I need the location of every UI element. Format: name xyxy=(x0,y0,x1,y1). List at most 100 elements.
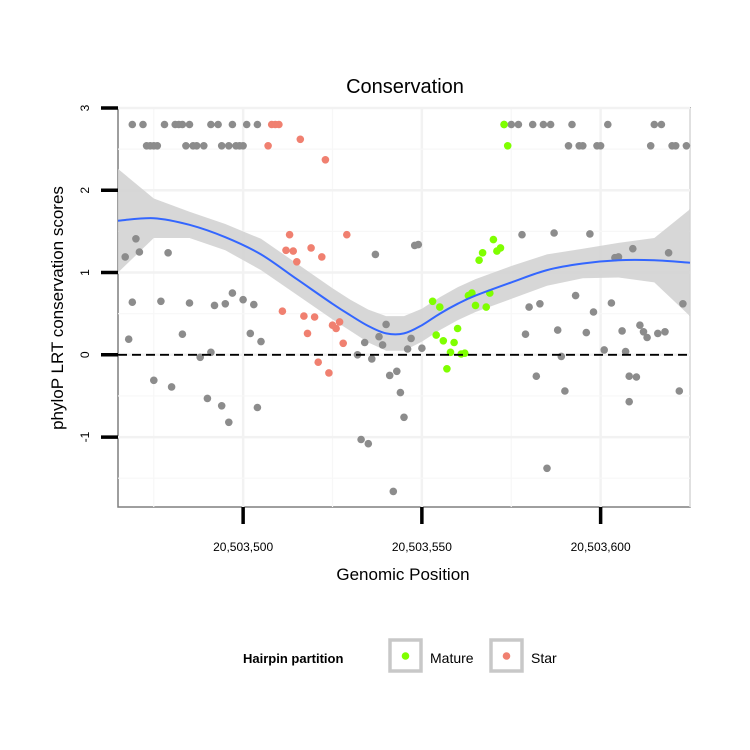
y-tick-label: -1 xyxy=(78,431,92,442)
point-other xyxy=(225,142,233,150)
point-other xyxy=(621,347,630,356)
point-other xyxy=(643,333,651,342)
point-mature xyxy=(482,303,491,311)
point-star xyxy=(303,329,312,338)
point-star xyxy=(282,246,290,255)
legend-title: Hairpin partition xyxy=(243,651,343,666)
point-mature xyxy=(489,235,498,244)
point-other xyxy=(164,249,172,257)
y-tick-label: 2 xyxy=(78,187,92,194)
point-other xyxy=(604,120,612,129)
point-other xyxy=(228,289,237,297)
point-star xyxy=(285,230,294,239)
point-star xyxy=(325,369,333,377)
point-other xyxy=(571,291,580,300)
point-star xyxy=(314,358,323,367)
point-other xyxy=(246,329,255,338)
point-star xyxy=(264,142,272,150)
legend-entry-mature: Mature xyxy=(388,638,474,673)
point-mature xyxy=(471,301,480,310)
point-other xyxy=(217,402,226,410)
point-other xyxy=(657,120,666,129)
y-tick-label: 1 xyxy=(78,269,92,276)
point-other xyxy=(650,120,659,129)
point-other xyxy=(589,308,598,316)
point-other xyxy=(393,367,401,376)
point-mature xyxy=(428,297,437,306)
point-mature xyxy=(496,244,505,252)
point-other xyxy=(418,344,426,353)
point-mature xyxy=(439,337,448,345)
y-tick-label: 0 xyxy=(78,351,92,358)
legend-key-point xyxy=(401,652,410,660)
point-other xyxy=(600,346,608,354)
point-star xyxy=(335,318,344,326)
point-other xyxy=(178,120,187,129)
point-other xyxy=(564,142,573,150)
plot-area xyxy=(117,106,691,508)
chart-title: Conservation xyxy=(346,76,464,98)
point-other xyxy=(550,229,558,237)
point-other xyxy=(239,295,247,304)
point-other xyxy=(389,487,398,496)
point-other xyxy=(543,464,551,473)
point-other xyxy=(539,120,548,129)
point-other xyxy=(636,321,644,330)
point-other xyxy=(579,142,587,150)
point-star xyxy=(332,324,340,333)
point-other xyxy=(646,142,655,150)
point-other xyxy=(671,142,680,150)
point-other xyxy=(153,142,162,150)
point-star xyxy=(293,258,301,266)
point-other xyxy=(150,376,158,385)
point-mature xyxy=(461,349,469,358)
point-other xyxy=(225,418,233,427)
point-other xyxy=(167,383,176,391)
legend: Hairpin partition Mature Star xyxy=(243,638,557,673)
data-points xyxy=(121,120,691,496)
point-other xyxy=(385,371,394,380)
point-other xyxy=(400,413,408,422)
point-other xyxy=(629,244,637,253)
point-other xyxy=(242,120,251,129)
point-other xyxy=(664,249,673,257)
point-other xyxy=(639,328,648,336)
point-other xyxy=(607,299,616,307)
point-other xyxy=(525,303,533,311)
point-star xyxy=(339,339,348,348)
point-other xyxy=(128,298,137,307)
plot-panel xyxy=(117,107,691,508)
point-mature xyxy=(478,249,487,257)
point-mature xyxy=(500,120,508,129)
point-star xyxy=(278,307,287,316)
point-other xyxy=(253,120,262,129)
x-axis-title: Genomic Position xyxy=(336,565,469,584)
point-other xyxy=(239,142,247,150)
point-other xyxy=(561,387,569,395)
point-other xyxy=(596,142,605,150)
point-other xyxy=(257,337,265,346)
smooth-line-layer xyxy=(117,217,691,336)
point-other xyxy=(192,142,201,150)
point-other xyxy=(514,120,523,129)
point-other xyxy=(625,397,633,406)
point-other xyxy=(207,120,215,129)
point-other xyxy=(210,301,219,310)
y-axis: -1 0 1 2 3 xyxy=(78,104,118,442)
point-other xyxy=(121,253,129,261)
smooth-line xyxy=(117,217,691,336)
x-tick-label: 20,503,550 xyxy=(392,540,452,554)
point-star xyxy=(321,156,330,164)
legend-key-point xyxy=(502,652,511,660)
point-other xyxy=(214,120,222,129)
x-tick-label: 20,503,600 xyxy=(571,540,631,554)
point-other xyxy=(532,372,541,381)
point-mature xyxy=(432,331,441,339)
point-star xyxy=(318,253,326,261)
point-other xyxy=(546,120,555,129)
point-other xyxy=(378,341,387,349)
point-other xyxy=(407,334,415,343)
x-tick-label: 20,503,500 xyxy=(213,540,273,554)
y-axis-title: phyloP LRT conservation scores xyxy=(48,186,67,430)
